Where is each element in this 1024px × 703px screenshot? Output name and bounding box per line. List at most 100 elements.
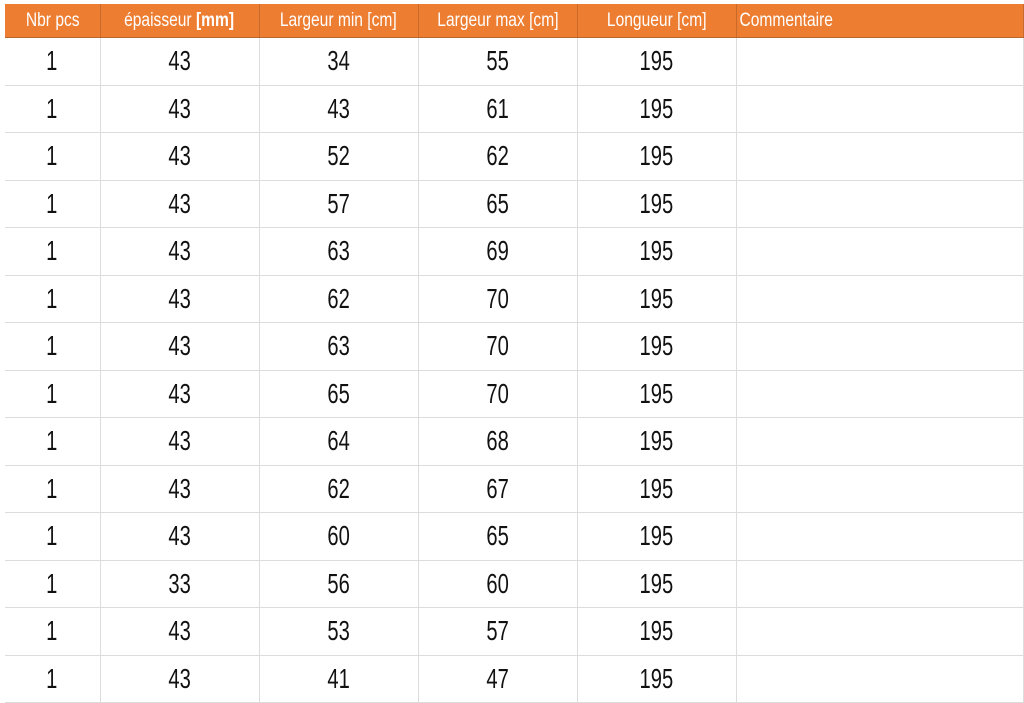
table-row: 1 43 60 65 195: [5, 512, 1024, 561]
cell-epaisseur[interactable]: 43: [100, 227, 260, 276]
cell-commentaire[interactable]: [736, 655, 1024, 703]
cell-commentaire[interactable]: [736, 275, 1024, 323]
cell-largeur-max[interactable]: 62: [418, 132, 578, 181]
header-nbr-pcs[interactable]: Nbr pcs: [5, 4, 101, 38]
cell-commentaire[interactable]: [736, 85, 1024, 133]
cell-epaisseur[interactable]: 43: [100, 37, 260, 86]
cell-commentaire[interactable]: [736, 227, 1024, 276]
cell-largeur-max[interactable]: 47: [418, 655, 578, 703]
cell-epaisseur[interactable]: 43: [100, 465, 260, 513]
cell-longueur[interactable]: 195: [577, 322, 737, 371]
cell-longueur[interactable]: 195: [577, 180, 737, 228]
cell-largeur-min[interactable]: 52: [259, 132, 419, 181]
table-row: 1 43 57 65 195: [5, 180, 1024, 228]
cell-nbr-pcs[interactable]: 1: [5, 465, 101, 513]
cell-longueur[interactable]: 195: [577, 227, 737, 276]
cell-largeur-max[interactable]: 68: [418, 417, 578, 466]
cell-largeur-max[interactable]: 55: [418, 37, 578, 86]
cell-epaisseur[interactable]: 43: [100, 132, 260, 181]
table-row: 1 43 53 57 195: [5, 607, 1024, 656]
cell-largeur-max[interactable]: 70: [418, 322, 578, 371]
cell-commentaire[interactable]: [736, 512, 1024, 561]
cell-largeur-min[interactable]: 43: [259, 85, 419, 133]
cell-largeur-max[interactable]: 69: [418, 227, 578, 276]
cell-longueur[interactable]: 195: [577, 275, 737, 323]
table-row: 1 43 64 68 195: [5, 417, 1024, 466]
cell-largeur-max[interactable]: 57: [418, 607, 578, 656]
cell-commentaire[interactable]: [736, 465, 1024, 513]
cell-epaisseur[interactable]: 43: [100, 607, 260, 656]
cell-nbr-pcs[interactable]: 1: [5, 227, 101, 276]
cell-largeur-min[interactable]: 63: [259, 227, 419, 276]
cell-longueur[interactable]: 195: [577, 370, 737, 418]
cell-largeur-min[interactable]: 53: [259, 607, 419, 656]
cell-longueur[interactable]: 195: [577, 132, 737, 181]
cell-commentaire[interactable]: [736, 180, 1024, 228]
cell-nbr-pcs[interactable]: 1: [5, 322, 101, 371]
header-largeur-max[interactable]: Largeur max [cm]: [418, 4, 578, 38]
cell-nbr-pcs[interactable]: 1: [5, 85, 101, 133]
cell-largeur-max[interactable]: 65: [418, 180, 578, 228]
header-commentaire[interactable]: Commentaire: [736, 4, 1024, 38]
cell-nbr-pcs[interactable]: 1: [5, 275, 101, 323]
cell-nbr-pcs[interactable]: 1: [5, 607, 101, 656]
cell-largeur-max[interactable]: 70: [418, 370, 578, 418]
cell-largeur-min[interactable]: 65: [259, 370, 419, 418]
cell-nbr-pcs[interactable]: 1: [5, 180, 101, 228]
header-largeur-min[interactable]: Largeur min [cm]: [259, 4, 419, 38]
cell-nbr-pcs[interactable]: 1: [5, 370, 101, 418]
cell-largeur-min[interactable]: 62: [259, 465, 419, 513]
header-row: Nbr pcs épaisseur [mm] Largeur min [cm] …: [5, 4, 1024, 38]
cell-nbr-pcs[interactable]: 1: [5, 512, 101, 561]
cell-largeur-min[interactable]: 57: [259, 180, 419, 228]
cell-epaisseur[interactable]: 43: [100, 417, 260, 466]
cell-longueur[interactable]: 195: [577, 560, 737, 608]
table-row: 1 43 62 67 195: [5, 465, 1024, 513]
cell-nbr-pcs[interactable]: 1: [5, 655, 101, 703]
cell-commentaire[interactable]: [736, 322, 1024, 371]
header-epaisseur[interactable]: épaisseur [mm]: [100, 4, 260, 38]
table-row: 1 43 43 61 195: [5, 85, 1024, 133]
header-longueur[interactable]: Longueur [cm]: [577, 4, 737, 38]
cell-epaisseur[interactable]: 43: [100, 370, 260, 418]
cell-largeur-min[interactable]: 60: [259, 512, 419, 561]
cell-nbr-pcs[interactable]: 1: [5, 417, 101, 466]
cell-commentaire[interactable]: [736, 132, 1024, 181]
cell-longueur[interactable]: 195: [577, 607, 737, 656]
cell-largeur-min[interactable]: 41: [259, 655, 419, 703]
cell-largeur-min[interactable]: 64: [259, 417, 419, 466]
cell-nbr-pcs[interactable]: 1: [5, 132, 101, 181]
cell-largeur-max[interactable]: 61: [418, 85, 578, 133]
cell-epaisseur[interactable]: 43: [100, 512, 260, 561]
cell-longueur[interactable]: 195: [577, 417, 737, 466]
cell-nbr-pcs[interactable]: 1: [5, 37, 101, 86]
cell-largeur-min[interactable]: 62: [259, 275, 419, 323]
cell-epaisseur[interactable]: 43: [100, 655, 260, 703]
cell-epaisseur[interactable]: 43: [100, 322, 260, 371]
cell-epaisseur[interactable]: 43: [100, 275, 260, 323]
cell-commentaire[interactable]: [736, 37, 1024, 86]
cell-largeur-max[interactable]: 60: [418, 560, 578, 608]
cell-largeur-max[interactable]: 67: [418, 465, 578, 513]
spreadsheet: Nbr pcs épaisseur [mm] Largeur min [cm] …: [5, 4, 1024, 703]
cell-longueur[interactable]: 195: [577, 465, 737, 513]
cell-largeur-min[interactable]: 63: [259, 322, 419, 371]
cell-epaisseur[interactable]: 43: [100, 85, 260, 133]
cell-commentaire[interactable]: [736, 560, 1024, 608]
cell-epaisseur[interactable]: 33: [100, 560, 260, 608]
cell-largeur-max[interactable]: 65: [418, 512, 578, 561]
cell-epaisseur[interactable]: 43: [100, 180, 260, 228]
cell-commentaire[interactable]: [736, 607, 1024, 656]
cell-commentaire[interactable]: [736, 417, 1024, 466]
header-epaisseur-label: épaisseur: [124, 9, 197, 31]
cell-longueur[interactable]: 195: [577, 85, 737, 133]
cell-largeur-min[interactable]: 34: [259, 37, 419, 86]
cell-largeur-min[interactable]: 56: [259, 560, 419, 608]
cell-largeur-max[interactable]: 70: [418, 275, 578, 323]
cell-longueur[interactable]: 195: [577, 655, 737, 703]
cell-longueur[interactable]: 195: [577, 512, 737, 561]
cell-nbr-pcs[interactable]: 1: [5, 560, 101, 608]
table-row: 1 43 41 47 195: [5, 655, 1024, 703]
cell-longueur[interactable]: 195: [577, 37, 737, 86]
cell-commentaire[interactable]: [736, 370, 1024, 418]
